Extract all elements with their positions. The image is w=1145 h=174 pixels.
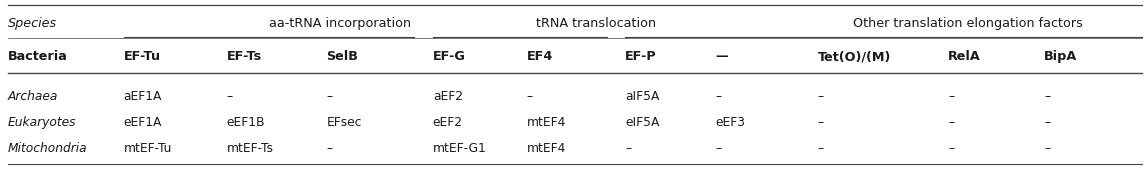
Text: –: – xyxy=(1044,90,1050,103)
Text: aIF5A: aIF5A xyxy=(625,90,660,103)
Text: eIF5A: eIF5A xyxy=(625,116,660,129)
Text: EFsec: EFsec xyxy=(326,116,362,129)
Text: mtEF-G1: mtEF-G1 xyxy=(433,142,487,155)
Text: EF-Tu: EF-Tu xyxy=(124,50,160,63)
Text: Eukaryotes: Eukaryotes xyxy=(8,116,77,129)
Text: tRNA translocation: tRNA translocation xyxy=(536,17,656,30)
Text: eEF3: eEF3 xyxy=(716,116,745,129)
Text: –: – xyxy=(716,142,721,155)
Text: aEF2: aEF2 xyxy=(433,90,463,103)
Text: –: – xyxy=(716,90,721,103)
Text: Species: Species xyxy=(8,17,57,30)
Text: —: — xyxy=(716,50,728,63)
Text: SelB: SelB xyxy=(326,50,358,63)
Text: –: – xyxy=(818,142,823,155)
Text: aEF1A: aEF1A xyxy=(124,90,163,103)
Text: –: – xyxy=(1044,116,1050,129)
Text: Other translation elongation factors: Other translation elongation factors xyxy=(853,17,1083,30)
Text: –: – xyxy=(625,142,631,155)
Text: –: – xyxy=(948,116,954,129)
Text: BipA: BipA xyxy=(1044,50,1077,63)
Text: –: – xyxy=(326,142,332,155)
Text: Bacteria: Bacteria xyxy=(8,50,68,63)
Text: EF-G: EF-G xyxy=(433,50,466,63)
Text: aa-tRNA incorporation: aa-tRNA incorporation xyxy=(269,17,411,30)
Text: mtEF4: mtEF4 xyxy=(527,116,566,129)
Text: –: – xyxy=(818,116,823,129)
Text: EF4: EF4 xyxy=(527,50,553,63)
Text: mtEF4: mtEF4 xyxy=(527,142,566,155)
Text: –: – xyxy=(948,90,954,103)
Text: –: – xyxy=(326,90,332,103)
Text: eEF1A: eEF1A xyxy=(124,116,163,129)
Text: –: – xyxy=(1044,142,1050,155)
Text: mtEF-Ts: mtEF-Ts xyxy=(227,142,274,155)
Text: eEF2: eEF2 xyxy=(433,116,463,129)
Text: EF-P: EF-P xyxy=(625,50,657,63)
Text: mtEF-Tu: mtEF-Tu xyxy=(124,142,172,155)
Text: Tet(O)/(M): Tet(O)/(M) xyxy=(818,50,891,63)
Text: –: – xyxy=(948,142,954,155)
Text: eEF1B: eEF1B xyxy=(227,116,266,129)
Text: EF-Ts: EF-Ts xyxy=(227,50,262,63)
Text: –: – xyxy=(527,90,532,103)
Text: Mitochondria: Mitochondria xyxy=(8,142,88,155)
Text: –: – xyxy=(227,90,232,103)
Text: Archaea: Archaea xyxy=(8,90,58,103)
Text: –: – xyxy=(818,90,823,103)
Text: RelA: RelA xyxy=(948,50,981,63)
